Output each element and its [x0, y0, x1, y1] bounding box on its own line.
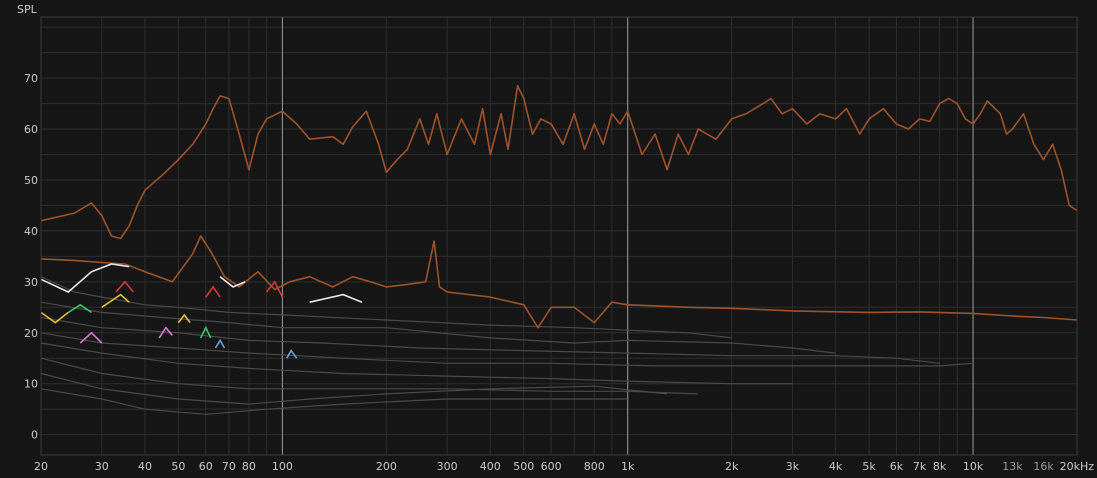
harmonic-peak-segment: [214, 338, 226, 349]
harmonic-peak-segment: [199, 325, 212, 339]
x-tick-label: 50: [171, 460, 185, 473]
x-tick-label: 2k: [725, 460, 739, 473]
x-tick-label: 800: [584, 460, 605, 473]
y-tick-labels: 0 10 20 30 40 50 60 70: [24, 72, 38, 442]
y-tick-label: 70: [24, 72, 38, 85]
x-tick-label: 600: [541, 460, 562, 473]
x-tick-labels: 20 30 40 50 60 70 80 100 200 300 400 500 600 800 1k 2k 3…: [34, 460, 1094, 473]
y-tick-label: 10: [24, 378, 38, 391]
noise-floor-line: [40, 235, 1078, 329]
minor-gridlines: [40, 17, 1078, 455]
y-tick-label: 0: [31, 429, 38, 442]
x-tick-label: 10k: [963, 460, 984, 473]
harmonic-line: [40, 301, 836, 354]
x-tick-label: 13k: [1002, 460, 1023, 473]
x-tick-label: 30: [95, 460, 109, 473]
x-tick-label: 16k: [1033, 460, 1054, 473]
x-tick-label: 100: [272, 460, 293, 473]
harmonic-peak-segment: [219, 276, 246, 288]
harmonic-peak-segment: [158, 326, 173, 339]
x-tick-label: 7k: [913, 460, 927, 473]
harmonic-line: [40, 342, 793, 385]
x-tick-label: 400: [480, 460, 501, 473]
y-tick-label: 30: [24, 276, 38, 289]
y-tick-label: 20: [24, 327, 38, 340]
harmonic-peak-segment: [40, 311, 69, 324]
harmonic-peak-segment: [40, 263, 130, 293]
harmonic-line: [40, 332, 974, 367]
x-tick-label: 1k: [621, 460, 635, 473]
harmonic-peak-segment: [309, 293, 363, 303]
harmonic-peak-segment: [265, 280, 284, 298]
x-tick-label: 60: [199, 460, 213, 473]
harmonic-line: [40, 357, 699, 395]
frequency-response-line: [40, 85, 1078, 240]
harmonic-peak-segment: [177, 313, 191, 324]
x-tick-label: 300: [437, 460, 458, 473]
x-tick-label: 6k: [890, 460, 904, 473]
x-tick-label: 80: [242, 460, 256, 473]
x-tick-label: 4k: [829, 460, 843, 473]
harmonic-peak-segment: [205, 285, 221, 298]
harmonic-peaks-layer: [40, 263, 363, 359]
x-tick-label: 70: [222, 460, 236, 473]
harmonic-line: [40, 276, 732, 339]
harmonic-peak-segment: [67, 303, 92, 314]
y-tick-label: 60: [24, 123, 38, 136]
x-tick-label: 40: [138, 460, 152, 473]
harmonic-peak-segment: [115, 280, 134, 293]
plot-frame: [40, 16, 1078, 456]
x-tick-label: 3k: [786, 460, 800, 473]
x-tick-label: 500: [513, 460, 534, 473]
harmonic-line: [40, 372, 668, 405]
x-tick-label: 200: [376, 460, 397, 473]
major-gridlines: [281, 17, 974, 455]
harmonic-peak-segment: [286, 349, 298, 359]
x-tick-label: 20: [34, 460, 48, 473]
x-tick-label: 20kHz: [1060, 460, 1095, 473]
y-axis-title: SPL: [17, 3, 38, 16]
y-tick-label: 50: [24, 174, 38, 187]
series-layer: [40, 85, 1078, 415]
harmonic-peak-segment: [79, 331, 103, 344]
harmonic-line: [40, 388, 628, 415]
harmonic-line: [40, 316, 940, 364]
x-tick-label: 8k: [933, 460, 947, 473]
x-tick-label: 5k: [862, 460, 876, 473]
harmonic-peak-segment: [101, 293, 130, 308]
y-tick-label: 40: [24, 225, 38, 238]
